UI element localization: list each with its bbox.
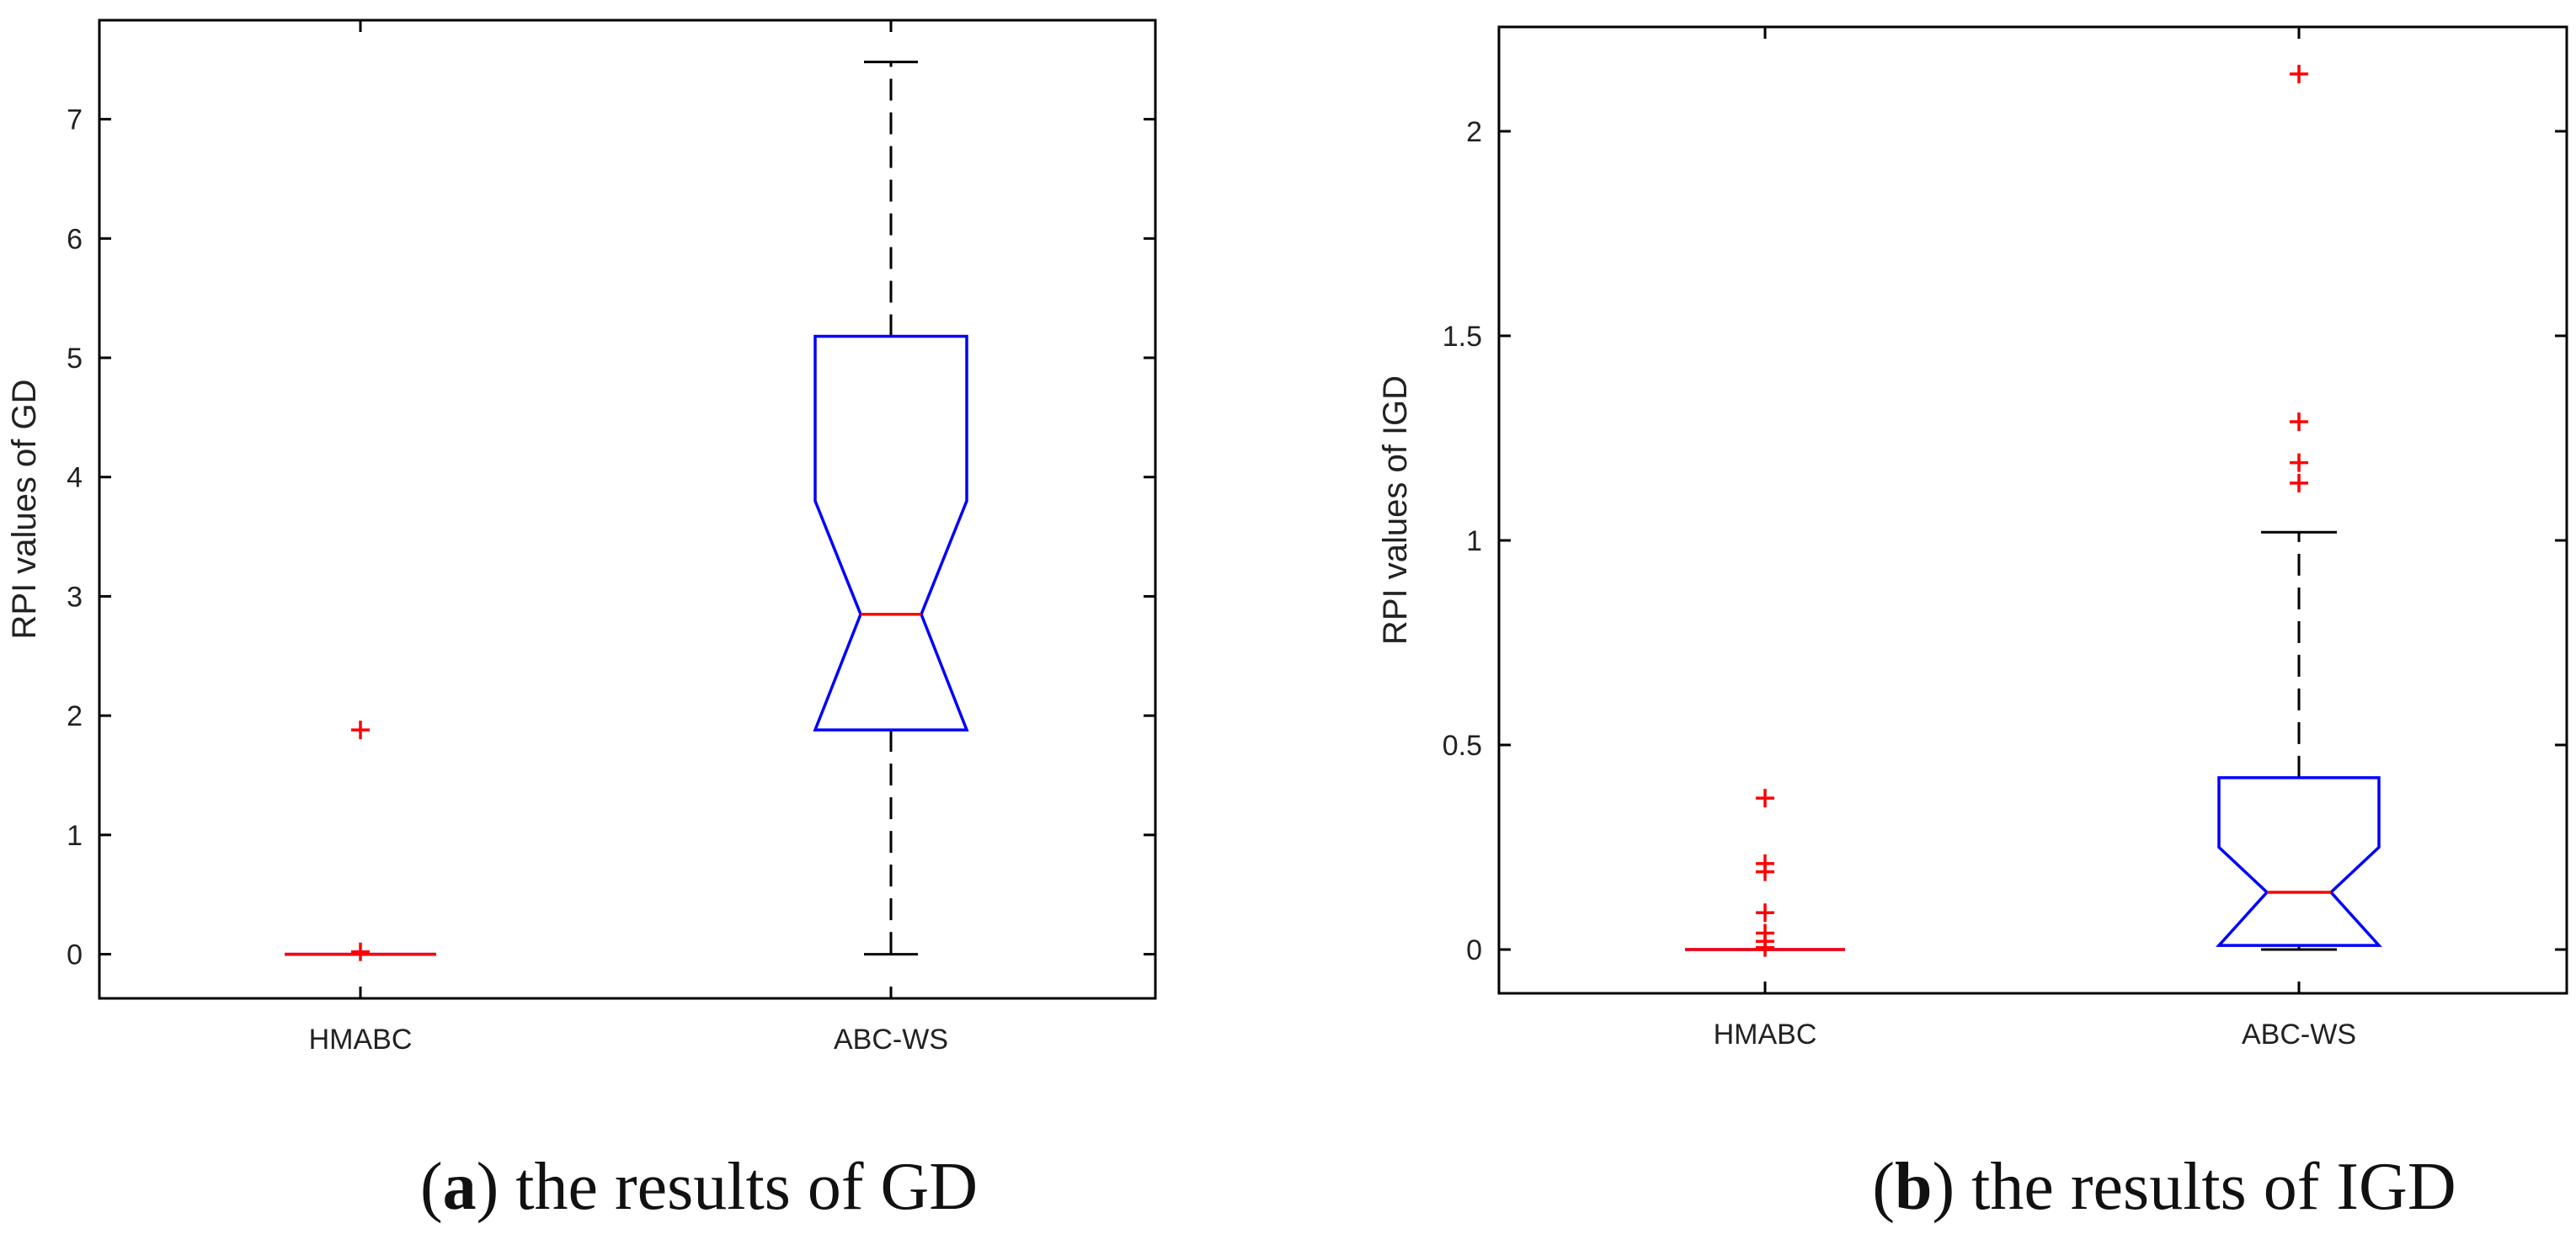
gd-ytick-label: 4 — [67, 462, 83, 494]
igd-ytick-label: 1 — [1466, 525, 1482, 557]
gd-hmabc-outlier — [351, 942, 370, 961]
panel-igd: 0 0.5 1 1.5 2 HMABC ABC-WS RPI values of IGD — [1377, 25, 2568, 1051]
gd-ytick-label: 2 — [67, 700, 83, 732]
gd-ytick-label: 6 — [67, 223, 83, 255]
igd-hmabc-outlier — [1756, 862, 1774, 881]
igd-abc-ws-outlier — [2290, 473, 2308, 492]
caption-gd-text: the results of GD — [515, 1150, 979, 1224]
igd-abc-ws-box — [2216, 776, 2382, 947]
gd-ylabel: RPI values of GD — [6, 379, 43, 639]
gd-ytick-label: 5 — [67, 343, 83, 375]
igd-abc-ws-outlier — [2290, 412, 2308, 432]
gd-ytick-label: 1 — [67, 820, 83, 852]
igd-xtick-label: ABC-WS — [2242, 1019, 2356, 1051]
gd-xtick-label: HMABC — [309, 1024, 413, 1056]
igd-xtick-label: HMABC — [1714, 1019, 1817, 1051]
gd-ytick-label: 7 — [67, 104, 83, 136]
gd-ytick-label: 3 — [67, 581, 83, 613]
caption-gd: (a) the results of GD — [419, 1150, 979, 1224]
caption-igd-text: the results of IGD — [1971, 1150, 2456, 1224]
igd-abc-ws-outlier — [2290, 453, 2308, 472]
igd-ylabel: RPI values of IGD — [1377, 375, 1414, 645]
caption-igd: (b) the results of IGD — [1872, 1150, 2456, 1224]
igd-ytick-label: 1.5 — [1443, 321, 1482, 353]
gd-ytick-label: 0 — [67, 939, 83, 971]
gd-axes-frame — [98, 19, 1157, 1000]
igd-hmabc-outlier — [1756, 938, 1774, 957]
gd-xtick-label: ABC-WS — [834, 1024, 948, 1056]
igd-ytick-label: 0 — [1466, 934, 1482, 966]
igd-axes-frame — [1497, 25, 2568, 995]
igd-hmabc-outlier — [1756, 789, 1774, 808]
caption-igd-letter: b — [1895, 1150, 1933, 1224]
igd-hmabc-outlier — [1756, 903, 1774, 923]
igd-ytick-label: 2 — [1466, 116, 1482, 148]
igd-ytick-label: 0.5 — [1443, 730, 1482, 762]
gd-abc-ws-box — [813, 334, 969, 732]
igd-abc-ws-outlier — [2290, 64, 2308, 83]
gd-hmabc-outlier — [351, 721, 370, 740]
panel-gd: 0 1 2 3 4 5 6 7 HMABC ABC-WS RPI values of GD — [6, 19, 1157, 1056]
caption-gd-letter: a — [442, 1150, 477, 1224]
